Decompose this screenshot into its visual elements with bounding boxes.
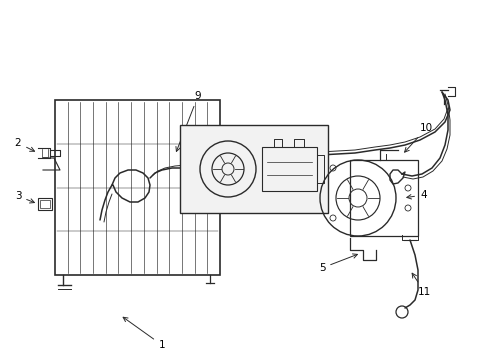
Bar: [55, 100, 220, 275]
Bar: [349, 160, 417, 236]
Bar: [262, 147, 316, 191]
Bar: [180, 125, 327, 213]
Text: 2: 2: [15, 138, 35, 151]
Text: 3: 3: [15, 191, 34, 203]
Text: 4: 4: [406, 190, 426, 200]
Text: 6: 6: [179, 172, 200, 201]
Bar: [38, 198, 52, 210]
Text: 1: 1: [123, 317, 165, 350]
Text: 5: 5: [318, 254, 357, 273]
Text: 7: 7: [281, 165, 297, 180]
Text: 8: 8: [220, 139, 227, 149]
Text: 10: 10: [404, 123, 432, 152]
Text: 11: 11: [411, 273, 430, 297]
Text: 9: 9: [176, 91, 201, 152]
Bar: [40, 200, 50, 208]
